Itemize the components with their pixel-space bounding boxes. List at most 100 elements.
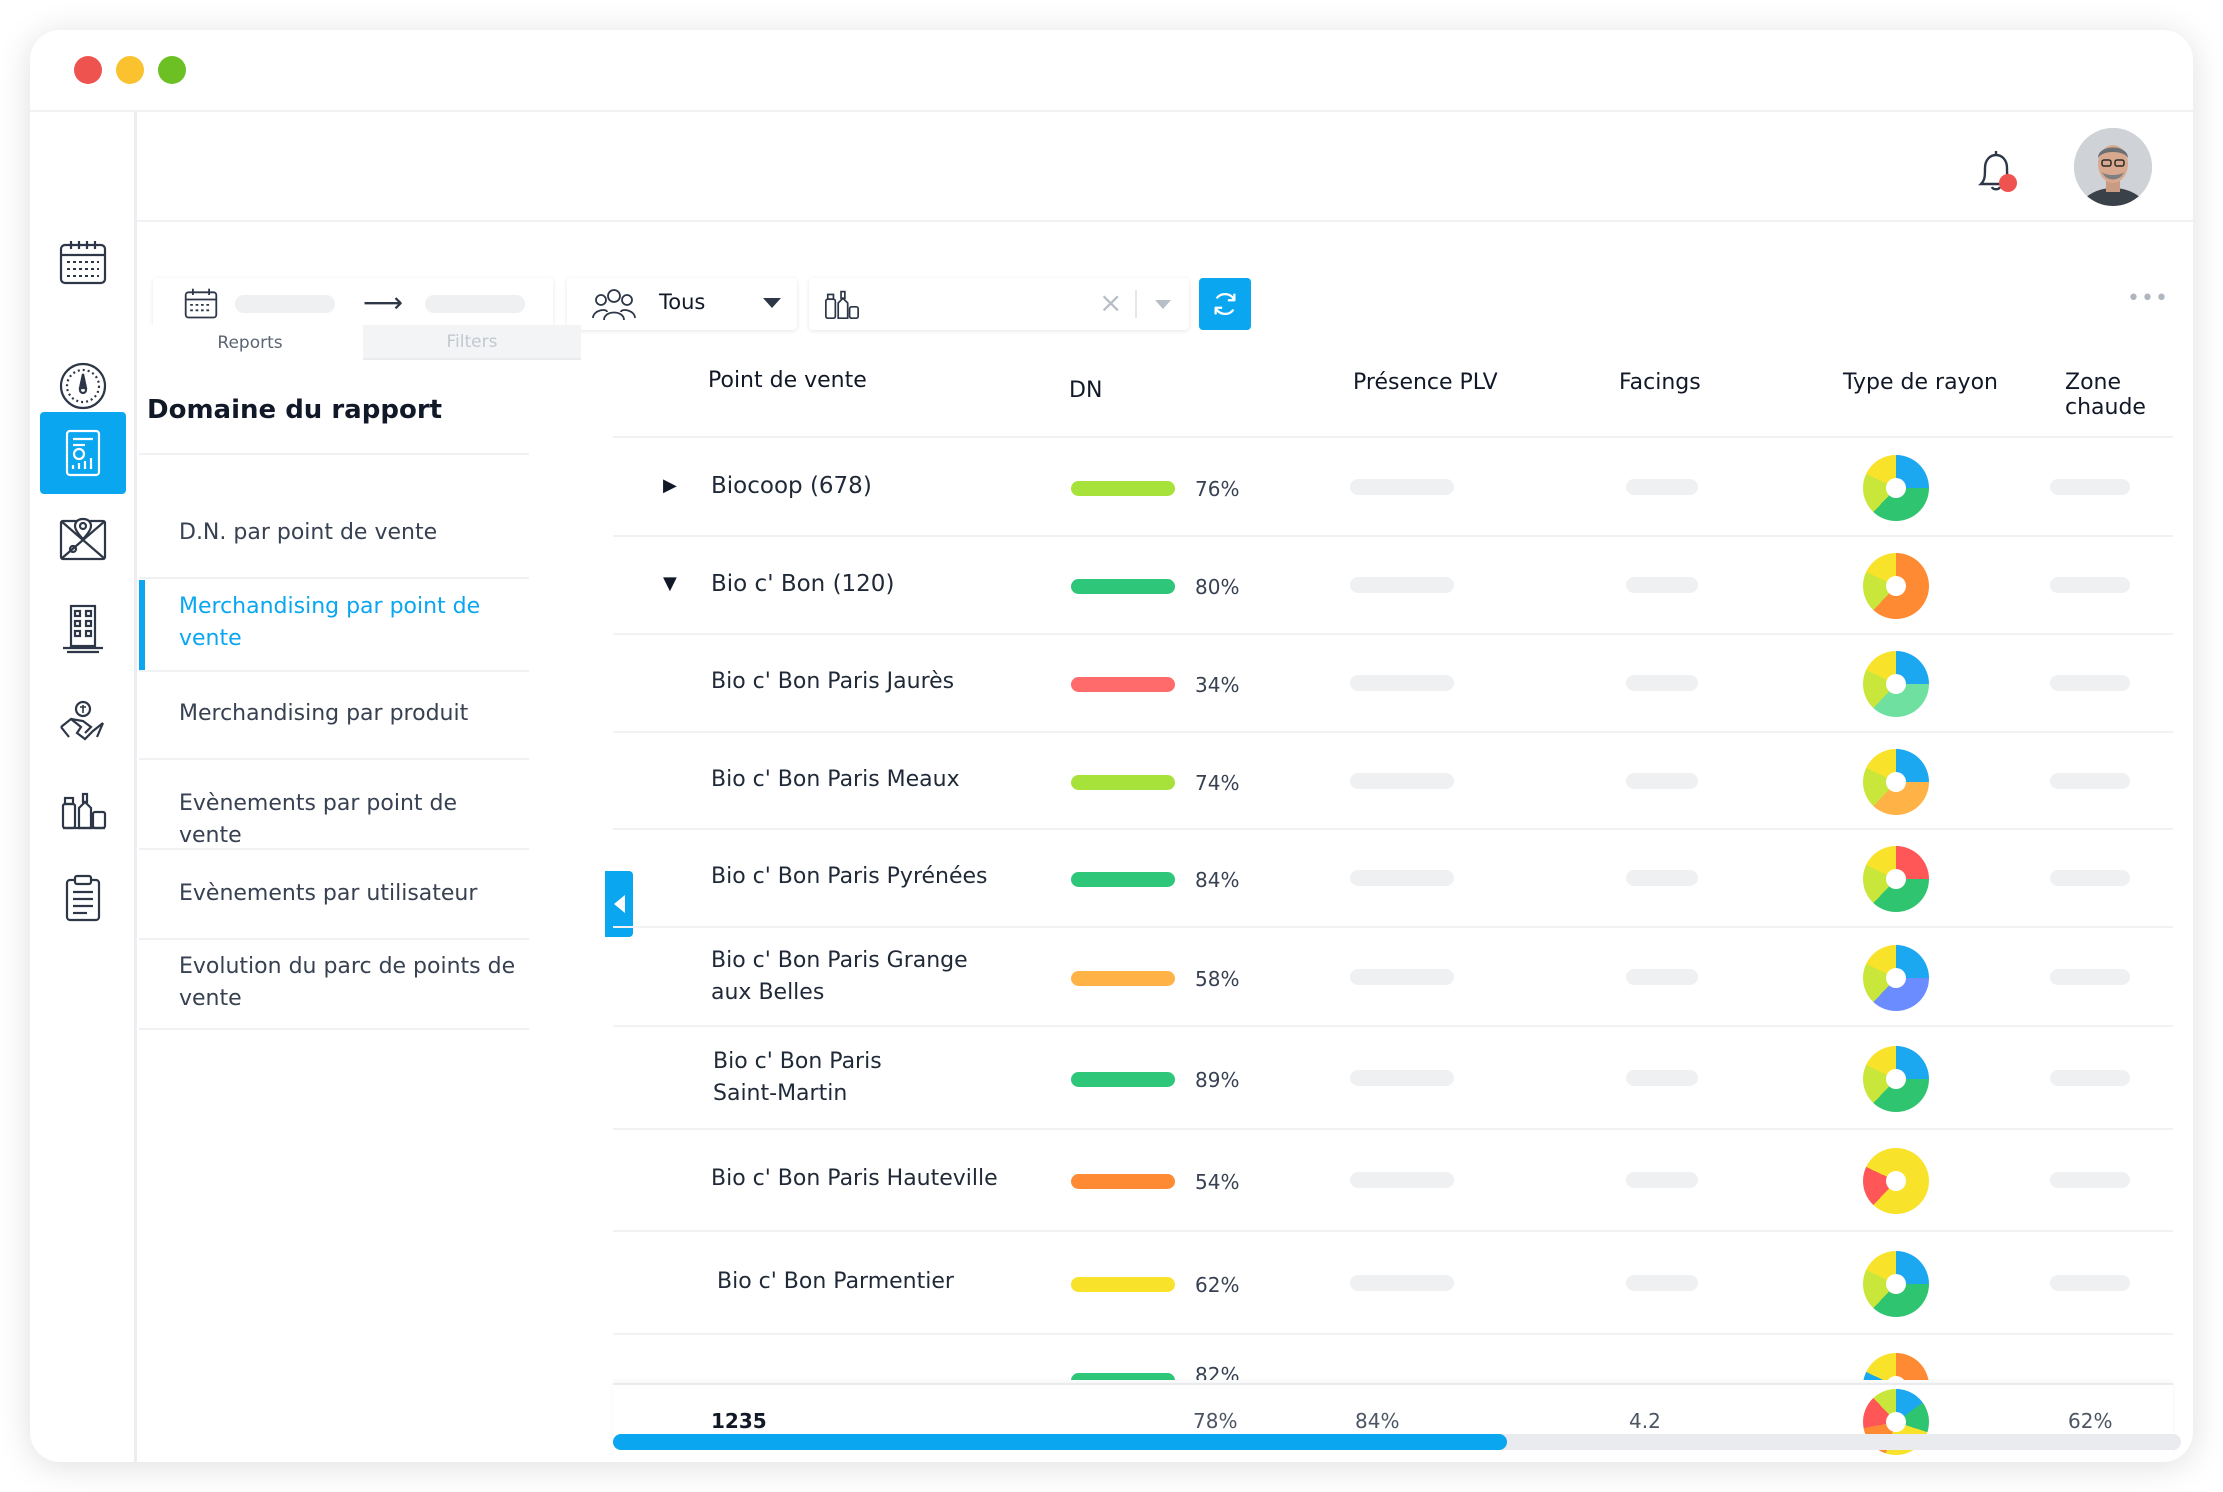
footer-dn: 78%	[1193, 1409, 1238, 1433]
menu-item-dn-point-de-vente[interactable]: D.N. par point de vente	[179, 520, 438, 545]
column-header-dn[interactable]: DN	[1069, 378, 1103, 403]
nav-deals[interactable]	[40, 682, 126, 764]
dn-progress-bar	[1071, 1072, 1175, 1087]
menu-item-merchandising-produit[interactable]: Merchandising par produit	[179, 701, 469, 726]
building-icon	[63, 604, 103, 654]
type-de-rayon-donut[interactable]	[1863, 749, 1929, 815]
dn-progress-bar	[1071, 1373, 1175, 1380]
select-divider	[1135, 290, 1137, 318]
table-row[interactable]: Bio c' Bon Paris Meaux 74%	[613, 733, 2173, 830]
column-header-facings[interactable]: Facings	[1619, 370, 1701, 395]
close-window-button[interactable]	[74, 56, 102, 84]
dn-value: 54%	[1195, 1170, 1240, 1194]
user-avatar[interactable]	[2074, 128, 2152, 206]
scrollbar-thumb[interactable]	[613, 1434, 1507, 1450]
type-de-rayon-donut[interactable]	[1863, 455, 1929, 521]
type-de-rayon-donut[interactable]	[1863, 651, 1929, 717]
column-header-type-de-rayon[interactable]: Type de rayon	[1843, 370, 1998, 395]
expand-row-icon[interactable]: ▶	[663, 475, 677, 496]
end-date-placeholder[interactable]	[425, 295, 525, 313]
menu-item-evenements-point-de-vente[interactable]: Evènements par point de vente	[179, 791, 458, 848]
dn-value: 58%	[1195, 967, 1240, 991]
product-select[interactable]: ×	[809, 278, 1189, 330]
dn-progress-bar	[1071, 775, 1175, 790]
table-row[interactable]: 82%	[613, 1335, 2173, 1380]
type-de-rayon-donut[interactable]	[1863, 1251, 1929, 1317]
menu-item-evolution-parc[interactable]: Evolution du parc de points de vente	[179, 954, 516, 1011]
table-row[interactable]: Bio c' Bon Paris Hauteville 54%	[613, 1130, 2173, 1232]
table-header: Point de vente DN Présence PLV Facings T…	[613, 330, 2173, 438]
date-arrow: ⟶	[363, 286, 404, 319]
clipboard-icon	[65, 874, 101, 922]
clear-icon[interactable]: ×	[1099, 286, 1123, 319]
row-name: Bio c' Bon Paris Jaurès	[711, 669, 955, 694]
calendar-icon	[59, 241, 107, 285]
table-row[interactable]: ▼ Bio c' Bon (120) 80%	[613, 537, 2173, 635]
type-de-rayon-donut[interactable]	[1863, 1353, 1929, 1380]
table-row[interactable]: Bio c' Bon Paris Saint-Martin 89%	[613, 1027, 2173, 1130]
maximize-window-button[interactable]	[158, 56, 186, 84]
title-bar	[30, 30, 2193, 112]
column-header-point-de-vente[interactable]: Point de vente	[708, 368, 867, 393]
dn-value: 74%	[1195, 771, 1240, 795]
bell-icon	[1978, 151, 2014, 191]
app-window: ⟶ Tous × •••	[30, 30, 2193, 1462]
menu-item-merchandising-point-de-vente[interactable]: Merchandising par point de vente	[179, 594, 481, 651]
tab-reports[interactable]: Reports	[137, 325, 363, 360]
facings-placeholder	[1626, 969, 1698, 985]
column-header-presence-plv[interactable]: Présence PLV	[1353, 370, 1498, 395]
presence-plv-placeholder	[1350, 1275, 1454, 1291]
nav-dashboard[interactable]	[40, 345, 126, 427]
table-row[interactable]: Bio c' Bon Parmentier 62%	[613, 1232, 2173, 1335]
table-row[interactable]: Bio c' Bon Paris Grange aux Belles 58%	[613, 928, 2173, 1027]
notification-dot	[1999, 174, 2017, 192]
row-name: Bio c' Bon Parmentier	[717, 1269, 954, 1294]
column-header-zone-chaude[interactable]: Zone chaude	[2065, 370, 2146, 420]
nav-buildings[interactable]	[40, 587, 126, 669]
audience-select[interactable]: Tous	[567, 278, 797, 330]
nav-map[interactable]	[40, 498, 126, 580]
row-name: Bio c' Bon Paris Saint-Martin	[713, 1049, 882, 1106]
presence-plv-placeholder	[1350, 1172, 1454, 1188]
nav-reports[interactable]	[40, 412, 126, 494]
horizontal-scrollbar[interactable]	[613, 1434, 2181, 1450]
type-de-rayon-donut[interactable]	[1863, 1148, 1929, 1214]
sidebar	[30, 112, 137, 1462]
nav-calendar[interactable]	[40, 222, 126, 304]
nav-products[interactable]	[40, 767, 126, 849]
date-range-picker[interactable]: ⟶	[153, 278, 553, 330]
type-de-rayon-donut[interactable]	[1863, 1046, 1929, 1112]
dn-progress-bar	[1071, 579, 1175, 594]
notifications-button[interactable]	[1967, 142, 2027, 202]
domain-title: Domaine du rapport	[147, 395, 443, 425]
refresh-button[interactable]	[1199, 278, 1251, 330]
start-date-placeholder[interactable]	[235, 295, 335, 313]
table-row[interactable]: ▶ Biocoop (678) 76%	[613, 438, 2173, 537]
presence-plv-placeholder	[1350, 479, 1454, 495]
nav-tasks[interactable]	[40, 857, 126, 939]
presence-plv-placeholder	[1350, 870, 1454, 886]
chevron-down-icon[interactable]	[1155, 300, 1171, 309]
collapse-row-icon[interactable]: ▼	[663, 573, 677, 594]
tab-filters[interactable]: Filters	[363, 325, 581, 360]
tab-reports-label: Reports	[217, 332, 283, 353]
table-row[interactable]: Bio c' Bon Paris Jaurès 34%	[613, 635, 2173, 733]
data-table: Point de vente DN Présence PLV Facings T…	[613, 330, 2173, 1380]
dn-progress-bar	[1071, 481, 1175, 496]
type-de-rayon-donut[interactable]	[1863, 846, 1929, 912]
presence-plv-placeholder	[1350, 577, 1454, 593]
row-name: Biocoop (678)	[711, 473, 872, 499]
minimize-window-button[interactable]	[116, 56, 144, 84]
table-row[interactable]: Bio c' Bon Paris Pyrénées 84%	[613, 830, 2173, 928]
more-options-icon[interactable]: •••	[2127, 286, 2169, 311]
presence-plv-placeholder	[1350, 1070, 1454, 1086]
footer-count: 1235	[711, 1409, 767, 1433]
menu-divider	[139, 453, 529, 455]
menu-item-evenements-utilisateur[interactable]: Evènements par utilisateur	[179, 881, 478, 906]
type-de-rayon-donut[interactable]	[1863, 553, 1929, 619]
dn-value: 82%	[1195, 1363, 1240, 1380]
dn-value: 84%	[1195, 868, 1240, 892]
type-de-rayon-donut[interactable]	[1863, 945, 1929, 1011]
zone-chaude-placeholder	[2050, 870, 2130, 886]
dn-value: 80%	[1195, 575, 1240, 599]
